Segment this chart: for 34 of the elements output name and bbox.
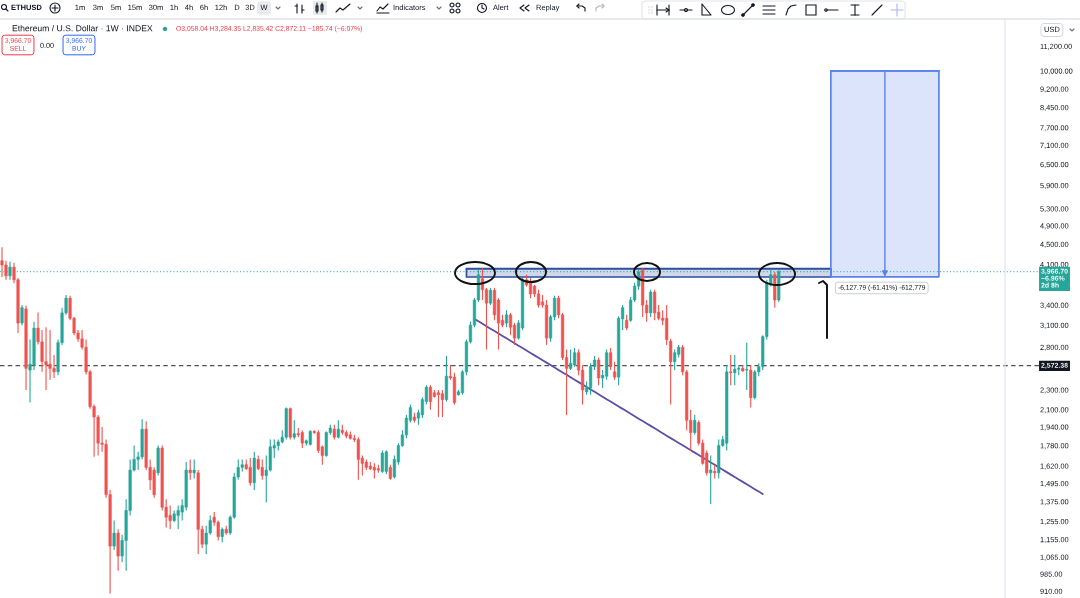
candlestick <box>693 414 697 436</box>
candlestick <box>260 458 264 481</box>
candlestick <box>316 429 320 454</box>
candlestick <box>528 277 533 299</box>
candlestick <box>292 419 296 441</box>
candlestick <box>508 312 513 336</box>
candlestick <box>356 436 360 481</box>
candlestick <box>176 505 180 530</box>
candlestick <box>649 289 653 318</box>
text: Ethereum / U.S. Dollar · 1W · INDEX <box>12 24 153 32</box>
candlestick <box>733 354 737 386</box>
candlestick <box>112 520 116 551</box>
candlestick <box>188 458 192 481</box>
line-series <box>473 318 764 495</box>
candlestick <box>597 356 601 386</box>
candlestick <box>44 326 48 391</box>
candlestick <box>605 349 609 381</box>
candlestick <box>653 289 657 321</box>
candlestick <box>745 342 749 391</box>
candlestick <box>673 349 677 371</box>
candlestick <box>116 528 120 572</box>
candlestick <box>192 458 196 479</box>
candlestick <box>729 354 733 386</box>
candlestick <box>428 384 432 411</box>
candlestick <box>569 349 573 371</box>
candlestick <box>20 304 24 326</box>
candlestick <box>709 454 713 505</box>
candlestick <box>324 430 328 458</box>
candlestick <box>380 449 384 474</box>
candlestick <box>436 389 440 418</box>
candlestick <box>440 389 444 418</box>
candlestick <box>0 246 4 278</box>
candlestick <box>573 347 577 368</box>
candlestick <box>248 457 252 487</box>
